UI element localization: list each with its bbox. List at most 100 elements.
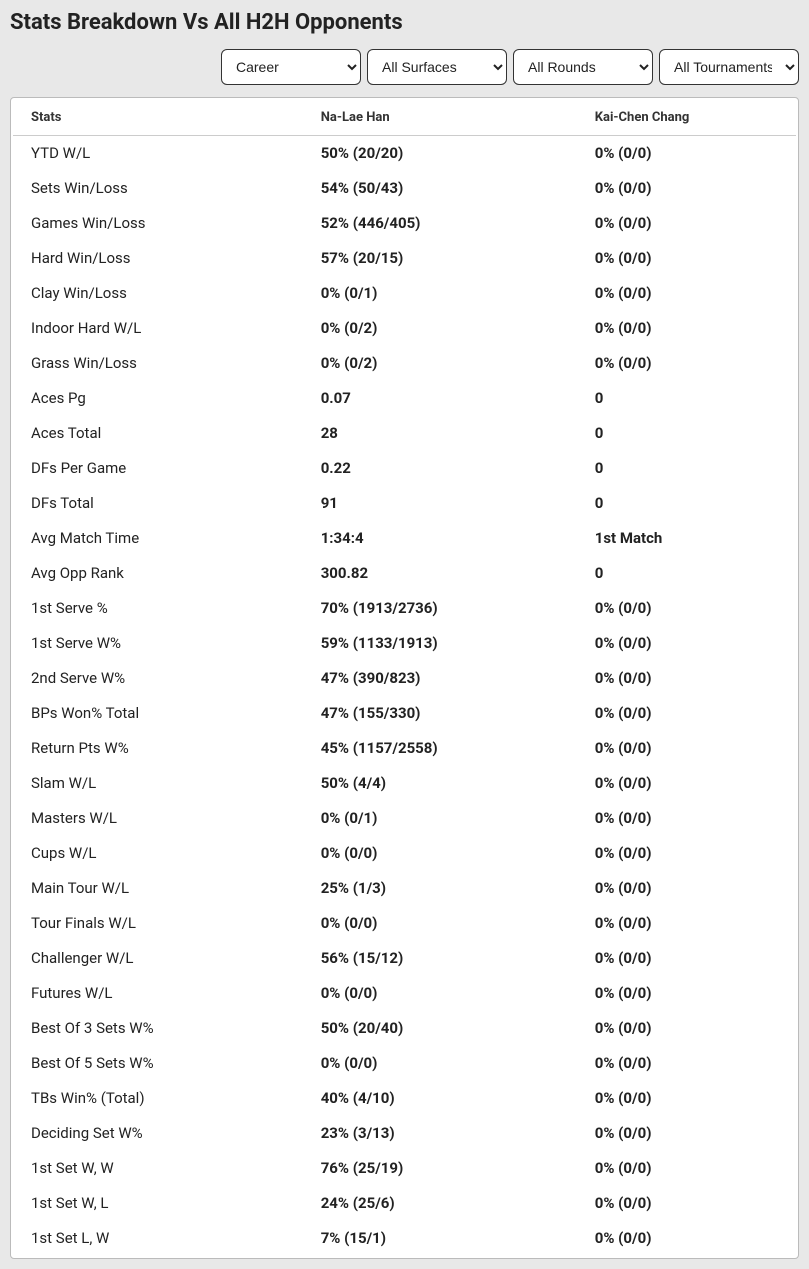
stat-value-p2: 0% (0/0) (577, 1046, 796, 1081)
table-row: 1st Set W, L24% (25/6)0% (0/0) (13, 1186, 796, 1221)
stat-value-p2: 0 (577, 556, 796, 591)
stat-value-p1: 70% (1913/2736) (303, 591, 577, 626)
table-row: Cups W/L0% (0/0)0% (0/0) (13, 836, 796, 871)
col-player2: Kai-Chen Chang (577, 100, 796, 136)
period-select[interactable]: Career (221, 49, 361, 85)
stat-label: 1st Set W, W (13, 1151, 303, 1186)
stat-label: 1st Serve W% (13, 626, 303, 661)
stat-label: TBs Win% (Total) (13, 1081, 303, 1116)
stat-value-p2: 0% (0/0) (577, 871, 796, 906)
stat-label: YTD W/L (13, 136, 303, 171)
stat-value-p1: 50% (20/40) (303, 1011, 577, 1046)
stat-label: Challenger W/L (13, 941, 303, 976)
stat-value-p2: 1st Match (577, 521, 796, 556)
page-title: Stats Breakdown Vs All H2H Opponents (10, 10, 799, 35)
stat-label: 1st Set L, W (13, 1221, 303, 1256)
table-row: Masters W/L0% (0/1)0% (0/0) (13, 801, 796, 836)
stat-value-p2: 0% (0/0) (577, 136, 796, 171)
stat-value-p1: 57% (20/15) (303, 241, 577, 276)
stat-label: Hard Win/Loss (13, 241, 303, 276)
stat-label: Games Win/Loss (13, 206, 303, 241)
round-select[interactable]: All Rounds (513, 49, 653, 85)
stat-label: 1st Set W, L (13, 1186, 303, 1221)
stat-value-p1: 45% (1157/2558) (303, 731, 577, 766)
table-row: Grass Win/Loss0% (0/2)0% (0/0) (13, 346, 796, 381)
table-header-row: Stats Na-Lae Han Kai-Chen Chang (13, 100, 796, 136)
stat-value-p2: 0 (577, 416, 796, 451)
table-row: 2nd Serve W%47% (390/823)0% (0/0) (13, 661, 796, 696)
table-row: Main Tour W/L25% (1/3)0% (0/0) (13, 871, 796, 906)
stat-value-p1: 52% (446/405) (303, 206, 577, 241)
table-row: Return Pts W%45% (1157/2558)0% (0/0) (13, 731, 796, 766)
stat-value-p1: 0% (0/2) (303, 346, 577, 381)
tournament-select[interactable]: All Tournaments (659, 49, 799, 85)
stat-label: Masters W/L (13, 801, 303, 836)
stat-label: 2nd Serve W% (13, 661, 303, 696)
stat-value-p1: 76% (25/19) (303, 1151, 577, 1186)
table-row: 1st Set L, W7% (15/1)0% (0/0) (13, 1221, 796, 1256)
stat-label: DFs Per Game (13, 451, 303, 486)
stat-label: Aces Total (13, 416, 303, 451)
stat-value-p2: 0% (0/0) (577, 941, 796, 976)
stat-label: Slam W/L (13, 766, 303, 801)
stat-value-p1: 54% (50/43) (303, 171, 577, 206)
stat-value-p1: 0% (0/1) (303, 276, 577, 311)
stat-label: Best Of 3 Sets W% (13, 1011, 303, 1046)
stat-value-p2: 0% (0/0) (577, 731, 796, 766)
stat-label: Indoor Hard W/L (13, 311, 303, 346)
table-row: Sets Win/Loss54% (50/43)0% (0/0) (13, 171, 796, 206)
stat-value-p2: 0% (0/0) (577, 766, 796, 801)
stat-value-p1: 50% (20/20) (303, 136, 577, 171)
table-row: Avg Opp Rank300.820 (13, 556, 796, 591)
table-row: 1st Serve %70% (1913/2736)0% (0/0) (13, 591, 796, 626)
stat-value-p1: 300.82 (303, 556, 577, 591)
stats-table: Stats Na-Lae Han Kai-Chen Chang YTD W/L5… (13, 100, 796, 1256)
stat-value-p1: 0.22 (303, 451, 577, 486)
stat-value-p2: 0% (0/0) (577, 171, 796, 206)
stat-label: Main Tour W/L (13, 871, 303, 906)
table-row: Deciding Set W%23% (3/13)0% (0/0) (13, 1116, 796, 1151)
surface-select[interactable]: All Surfaces (367, 49, 507, 85)
stat-value-p1: 0% (0/0) (303, 1046, 577, 1081)
table-row: DFs Per Game0.220 (13, 451, 796, 486)
table-row: Hard Win/Loss57% (20/15)0% (0/0) (13, 241, 796, 276)
stat-label: Aces Pg (13, 381, 303, 416)
table-row: 1st Serve W%59% (1133/1913)0% (0/0) (13, 626, 796, 661)
stat-label: 1st Serve % (13, 591, 303, 626)
stat-value-p2: 0% (0/0) (577, 311, 796, 346)
stat-value-p1: 56% (15/12) (303, 941, 577, 976)
stat-value-p1: 0% (0/0) (303, 976, 577, 1011)
stat-value-p1: 59% (1133/1913) (303, 626, 577, 661)
table-row: YTD W/L50% (20/20)0% (0/0) (13, 136, 796, 171)
table-row: Futures W/L0% (0/0)0% (0/0) (13, 976, 796, 1011)
table-row: Aces Total280 (13, 416, 796, 451)
stat-label: Futures W/L (13, 976, 303, 1011)
table-row: Aces Pg0.070 (13, 381, 796, 416)
stat-value-p1: 47% (155/330) (303, 696, 577, 731)
stat-value-p2: 0 (577, 381, 796, 416)
col-stats: Stats (13, 100, 303, 136)
table-row: Tour Finals W/L0% (0/0)0% (0/0) (13, 906, 796, 941)
stat-value-p1: 1:34:4 (303, 521, 577, 556)
stat-label: Sets Win/Loss (13, 171, 303, 206)
stat-label: Grass Win/Loss (13, 346, 303, 381)
stat-value-p2: 0% (0/0) (577, 1186, 796, 1221)
stat-value-p2: 0 (577, 486, 796, 521)
table-row: BPs Won% Total47% (155/330)0% (0/0) (13, 696, 796, 731)
stat-value-p2: 0% (0/0) (577, 626, 796, 661)
stat-value-p1: 0.07 (303, 381, 577, 416)
table-row: DFs Total910 (13, 486, 796, 521)
stat-value-p2: 0% (0/0) (577, 1116, 796, 1151)
stat-value-p2: 0% (0/0) (577, 591, 796, 626)
table-row: TBs Win% (Total)40% (4/10)0% (0/0) (13, 1081, 796, 1116)
stats-table-wrap: Stats Na-Lae Han Kai-Chen Chang YTD W/L5… (10, 97, 799, 1259)
table-row: Best Of 5 Sets W%0% (0/0)0% (0/0) (13, 1046, 796, 1081)
col-player1: Na-Lae Han (303, 100, 577, 136)
stat-value-p2: 0% (0/0) (577, 976, 796, 1011)
table-row: Indoor Hard W/L0% (0/2)0% (0/0) (13, 311, 796, 346)
table-row: Clay Win/Loss0% (0/1)0% (0/0) (13, 276, 796, 311)
filters-row: Career All Surfaces All Rounds All Tourn… (10, 49, 799, 85)
stat-value-p2: 0 (577, 451, 796, 486)
stat-value-p2: 0% (0/0) (577, 661, 796, 696)
stat-value-p1: 23% (3/13) (303, 1116, 577, 1151)
